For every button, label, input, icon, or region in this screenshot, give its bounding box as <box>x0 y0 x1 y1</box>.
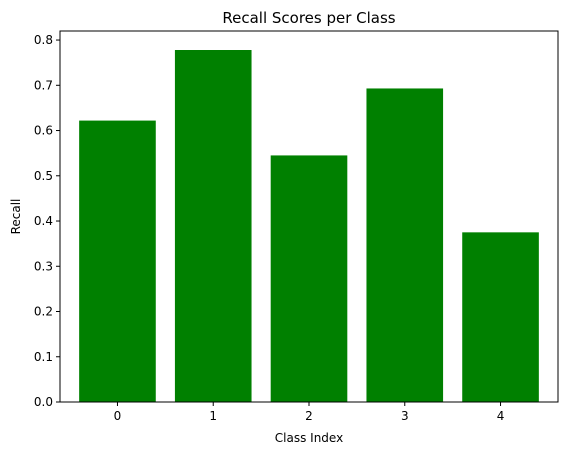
y-tick-label: 0.3 <box>34 259 53 273</box>
bar-class-3 <box>366 88 444 403</box>
y-ticks-group: 0.0 0.1 0.2 0.3 0.4 0.5 0.6 0.7 0.8 <box>34 33 60 409</box>
plot-frame <box>59 30 559 403</box>
x-tick-label: 4 <box>497 409 505 423</box>
bar-class-0 <box>79 120 156 402</box>
y-tick-label: 0.5 <box>34 169 53 183</box>
y-tick-label: 0.7 <box>34 78 53 92</box>
y-tick-label: 0.8 <box>34 33 53 47</box>
x-tick-label: 3 <box>401 409 409 423</box>
y-tick-label: 0.2 <box>34 305 53 319</box>
y-tick-label: 0.6 <box>34 124 53 138</box>
x-tick-label: 1 <box>209 409 217 423</box>
y-axis-label: Recall <box>9 199 23 235</box>
y-tick-label: 0.0 <box>34 395 53 409</box>
chart-title: Recall Scores per Class <box>222 9 395 27</box>
bar-class-2 <box>270 155 348 402</box>
x-tick-label: 2 <box>305 409 313 423</box>
x-axis-label: Class Index <box>275 431 343 445</box>
y-tick-label: 0.1 <box>34 350 53 364</box>
bar-class-4 <box>462 232 539 402</box>
bar-class-1 <box>174 50 252 402</box>
x-ticks-group: 0 1 2 3 4 <box>114 402 505 423</box>
bars-group <box>79 50 539 403</box>
x-tick-label: 0 <box>114 409 122 423</box>
y-tick-label: 0.4 <box>34 214 53 228</box>
